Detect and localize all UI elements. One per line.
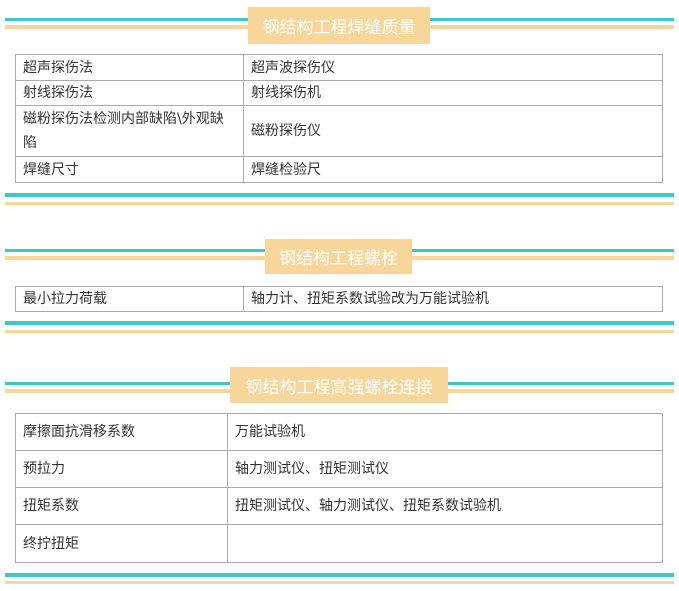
cell: 磁粉探伤法检测内部缺陷\外观缺陷 <box>15 105 244 157</box>
cell: 超声波探伤仪 <box>243 54 663 81</box>
cell: 预拉力 <box>15 450 228 488</box>
cell: 万能试验机 <box>227 413 663 451</box>
cell: 轴力测试仪、扭矩测试仪 <box>227 450 663 488</box>
section-title: 钢结构工程焊缝质量 <box>248 7 430 44</box>
table-row: 最小拉力荷载 轴力计、扭矩系数试验改为万能试验机 <box>15 286 663 312</box>
table-row: 超声探伤法 超声波探伤仪 <box>15 54 663 81</box>
table-row: 磁粉探伤法检测内部缺陷\外观缺陷 磁粉探伤仪 <box>15 105 663 157</box>
footer-line-teal <box>5 193 674 197</box>
cell: 超声探伤法 <box>15 54 244 81</box>
footer-line-orange <box>5 581 674 584</box>
cell: 扭矩测试仪、轴力测试仪、扭矩系数试验机 <box>227 487 663 525</box>
footer-line-teal <box>5 573 674 577</box>
weld-quality-table: 超声探伤法 超声波探伤仪 射线探伤法 射线探伤机 磁粉探伤法检测内部缺陷\外观缺陷磁… <box>15 54 663 183</box>
cell: 焊缝尺寸 <box>15 156 244 183</box>
bolt-table: 最小拉力荷载 轴力计、扭矩系数试验改为万能试验机 <box>15 286 663 312</box>
footer-line-orange <box>5 202 674 205</box>
footer-line-teal <box>5 321 674 325</box>
cell: 射线探伤法 <box>15 80 244 106</box>
cell <box>227 524 663 563</box>
cell: 磁粉探伤仪 <box>243 105 663 157</box>
table-row: 预拉力 轴力测试仪、扭矩测试仪 <box>15 450 663 488</box>
table-row: 扭矩系数 扭矩测试仪、轴力测试仪、扭矩系数试验机 <box>15 487 663 525</box>
table-row: 射线探伤法 射线探伤机 <box>15 80 663 106</box>
cell: 焊缝检验尺 <box>243 156 663 183</box>
table-row: 焊缝尺寸 焊缝检验尺 <box>15 156 663 183</box>
cell: 扭矩系数 <box>15 487 228 525</box>
cell: 摩擦面抗滑移系数 <box>15 413 228 451</box>
table-row: 终拧扭矩 <box>15 524 663 563</box>
footer-line-orange <box>5 330 674 333</box>
cell: 终拧扭矩 <box>15 524 228 563</box>
table-row: 摩擦面抗滑移系数 万能试验机 <box>15 413 663 451</box>
cell: 最小拉力荷载 <box>15 286 244 312</box>
high-strength-bolt-table: 摩擦面抗滑移系数 万能试验机 预拉力 轴力测试仪、扭矩测试仪 扭矩系数 扭矩测试仪、轴… <box>15 413 663 563</box>
section-title: 钢结构工程螺栓 <box>265 239 412 274</box>
cell: 轴力计、扭矩系数试验改为万能试验机 <box>243 286 663 312</box>
cell: 射线探伤机 <box>243 80 663 106</box>
section-title: 钢结构工程高强螺栓连接 <box>230 367 448 403</box>
